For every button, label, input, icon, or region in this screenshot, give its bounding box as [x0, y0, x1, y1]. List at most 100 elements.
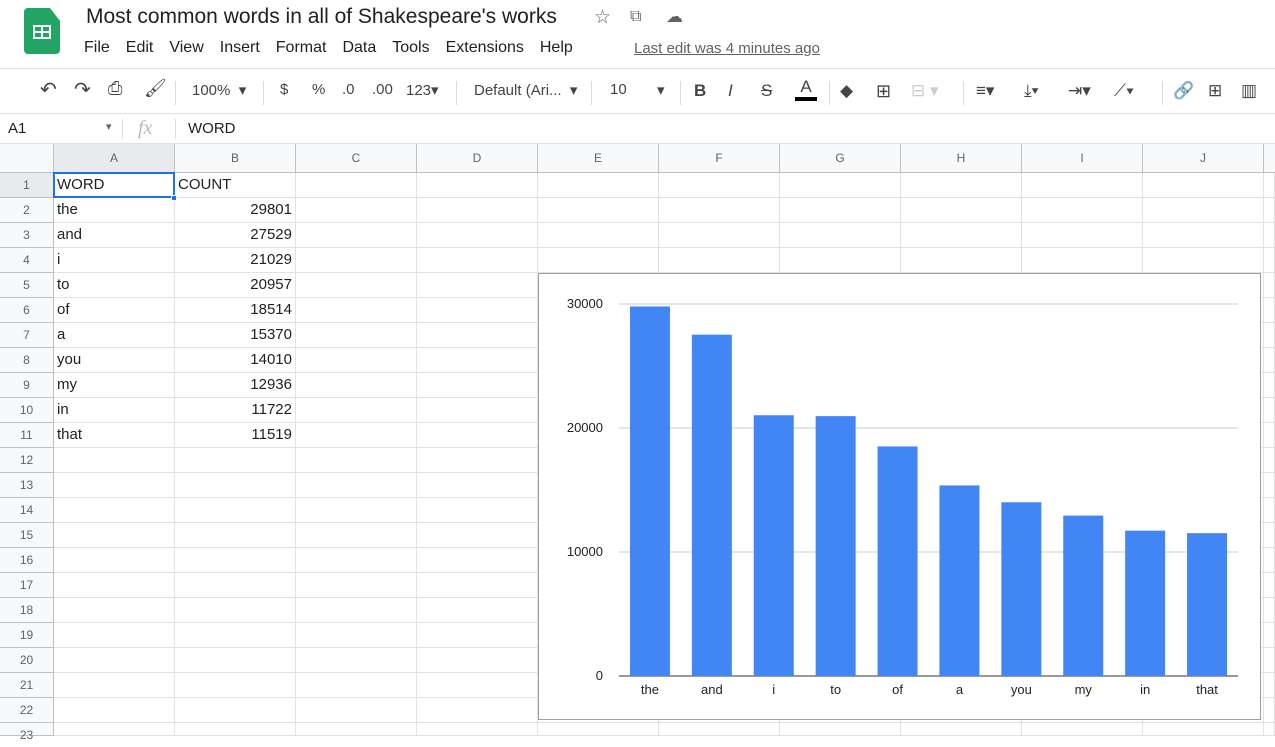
cell[interactable] — [1264, 423, 1275, 448]
text-rotation-icon[interactable]: ⟋▾ — [1114, 81, 1135, 100]
row-header[interactable]: 14 — [0, 498, 54, 523]
cell[interactable] — [175, 523, 296, 548]
cell[interactable] — [54, 498, 175, 523]
cell[interactable] — [1264, 498, 1275, 523]
cell[interactable] — [417, 723, 538, 736]
currency-button[interactable]: $ — [280, 81, 289, 98]
cell[interactable] — [417, 523, 538, 548]
cell[interactable] — [1264, 298, 1275, 323]
cloud-status-icon[interactable]: ☁ — [666, 7, 683, 26]
cell[interactable] — [296, 448, 417, 473]
column-header-c[interactable]: C — [296, 144, 417, 173]
column-header-e[interactable]: E — [538, 144, 659, 173]
cell[interactable] — [296, 173, 417, 198]
cell[interactable]: to — [54, 273, 175, 298]
menu-tools[interactable]: Tools — [392, 39, 430, 56]
cell[interactable]: COUNT — [175, 173, 296, 198]
cell[interactable] — [1143, 223, 1264, 248]
cell[interactable] — [538, 198, 659, 223]
row-header[interactable]: 18 — [0, 598, 54, 623]
cell[interactable] — [1264, 373, 1275, 398]
row-header[interactable]: 21 — [0, 673, 54, 698]
column-header-h[interactable]: H — [901, 144, 1022, 173]
cell[interactable]: 18514 — [175, 298, 296, 323]
cell[interactable]: 29801 — [175, 198, 296, 223]
horizontal-align-icon[interactable]: ≡▾ — [976, 81, 995, 100]
menu-help[interactable]: Help — [539, 39, 573, 56]
cell[interactable] — [296, 198, 417, 223]
cell[interactable] — [296, 473, 417, 498]
italic-button[interactable]: I — [728, 81, 733, 100]
column-header-g[interactable]: G — [780, 144, 901, 173]
cell[interactable] — [1022, 198, 1143, 223]
cell[interactable]: my — [54, 373, 175, 398]
cell[interactable] — [659, 248, 780, 273]
menu-data[interactable]: Data — [342, 39, 377, 56]
print-icon[interactable]: ⎙ — [108, 78, 123, 98]
cell[interactable] — [901, 198, 1022, 223]
cell[interactable] — [1264, 598, 1275, 623]
cell[interactable] — [296, 248, 417, 273]
cell[interactable] — [1264, 548, 1275, 573]
cell[interactable] — [1264, 648, 1275, 673]
zoom-select[interactable]: 100% ▾ — [192, 82, 247, 99]
cell[interactable] — [1264, 198, 1275, 223]
cell[interactable] — [296, 498, 417, 523]
font-select[interactable]: Default (Ari... ▾ — [474, 82, 578, 99]
cell[interactable] — [417, 598, 538, 623]
name-box[interactable]: A1 — [8, 120, 27, 137]
cell[interactable] — [296, 348, 417, 373]
cell[interactable] — [1264, 473, 1275, 498]
row-header[interactable]: 17 — [0, 573, 54, 598]
cell[interactable] — [1143, 173, 1264, 198]
cell[interactable] — [175, 648, 296, 673]
cell[interactable] — [417, 623, 538, 648]
cell[interactable] — [296, 648, 417, 673]
cell[interactable] — [901, 223, 1022, 248]
cell[interactable] — [175, 598, 296, 623]
cell[interactable] — [417, 373, 538, 398]
cell[interactable] — [417, 673, 538, 698]
cell[interactable] — [175, 673, 296, 698]
cell[interactable] — [1264, 523, 1275, 548]
row-header[interactable]: 9 — [0, 373, 54, 398]
strikethrough-button[interactable]: S — [761, 81, 773, 100]
menu-file[interactable]: File — [84, 39, 110, 56]
cell[interactable] — [417, 498, 538, 523]
cell[interactable] — [1264, 273, 1275, 298]
cell[interactable] — [417, 348, 538, 373]
cell[interactable] — [296, 373, 417, 398]
row-header[interactable]: 8 — [0, 348, 54, 373]
star-icon[interactable]: ☆ — [594, 7, 612, 28]
cell[interactable] — [54, 648, 175, 673]
cell[interactable] — [780, 198, 901, 223]
cell[interactable] — [54, 598, 175, 623]
percent-button[interactable]: % — [312, 81, 326, 98]
text-color-button[interactable]: A — [795, 77, 817, 101]
cell[interactable] — [175, 573, 296, 598]
cell[interactable] — [296, 673, 417, 698]
row-header[interactable]: 20 — [0, 648, 54, 673]
fill-color-icon[interactable]: ◆ — [840, 81, 854, 100]
cell[interactable] — [1022, 248, 1143, 273]
cell[interactable] — [296, 298, 417, 323]
cell[interactable] — [538, 723, 659, 736]
cell[interactable]: 27529 — [175, 223, 296, 248]
cell[interactable] — [296, 398, 417, 423]
vertical-align-icon[interactable]: ⤓▾ — [1024, 81, 1039, 100]
cell[interactable] — [296, 623, 417, 648]
cell[interactable] — [1264, 173, 1275, 198]
cell[interactable] — [1143, 723, 1264, 736]
name-box-dropdown-icon[interactable]: ▾ — [106, 121, 112, 133]
cell[interactable] — [1264, 723, 1275, 736]
cell[interactable] — [659, 198, 780, 223]
cell[interactable] — [1264, 673, 1275, 698]
column-header-partial[interactable] — [1264, 144, 1275, 173]
bold-button[interactable]: B — [694, 81, 707, 100]
column-header-b[interactable]: B — [175, 144, 296, 173]
cell[interactable] — [780, 248, 901, 273]
cell[interactable]: and — [54, 223, 175, 248]
cell[interactable] — [1022, 723, 1143, 736]
row-header[interactable]: 7 — [0, 323, 54, 348]
cell[interactable] — [296, 273, 417, 298]
